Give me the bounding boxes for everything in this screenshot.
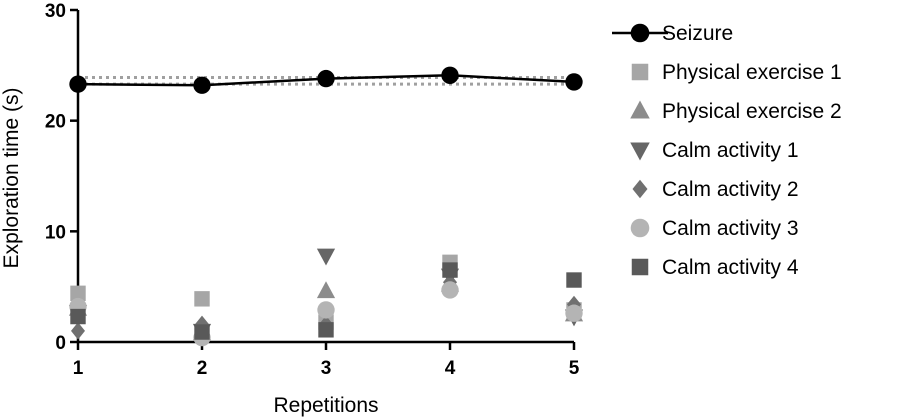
x-axis-title: Repetitions — [273, 394, 378, 417]
legend-item: Calm activity 1 — [630, 139, 799, 162]
data-point — [316, 248, 336, 266]
legend-label: Calm activity 3 — [662, 217, 799, 240]
x-tick-label: 5 — [569, 358, 580, 379]
x-tick-label: 2 — [197, 358, 208, 379]
legend-label: Physical exercise 2 — [662, 100, 842, 123]
data-point — [194, 291, 210, 307]
data-point — [441, 281, 459, 299]
data-point — [193, 76, 211, 94]
data-point — [566, 272, 582, 288]
data-point — [567, 295, 581, 314]
data-point — [70, 285, 86, 302]
legend: Seizure Physical exercise 1 Physical exerc… — [612, 22, 842, 279]
series-calm-activity-4 — [70, 262, 582, 340]
legend-label: Seizure — [662, 22, 733, 45]
data-point — [316, 281, 336, 299]
legend-label: Calm activity 2 — [662, 178, 799, 201]
data-point — [194, 324, 210, 340]
data-point — [565, 73, 583, 91]
series-seizure — [69, 66, 583, 94]
data-point — [317, 69, 335, 88]
y-tick-label: 10 — [45, 222, 66, 243]
x-tick-label: 4 — [445, 358, 456, 379]
legend-item: Physical exercise 2 — [630, 100, 842, 123]
legend-marker — [631, 63, 649, 81]
legend-label: Calm activity 4 — [662, 256, 799, 279]
x-tick-label: 1 — [73, 358, 84, 379]
x-tick-label: 3 — [321, 358, 332, 379]
legend-item: Calm activity 2 — [632, 178, 799, 201]
data-point — [442, 262, 458, 278]
y-tick-label: 30 — [45, 1, 66, 22]
data-point — [70, 308, 86, 325]
legend-marker — [630, 23, 650, 43]
data-marks — [68, 66, 584, 347]
legend-item: Calm activity 4 — [631, 256, 799, 279]
data-point — [71, 322, 85, 340]
data-point — [69, 75, 87, 93]
legend-item: Calm activity 3 — [630, 217, 799, 240]
axes: 0 10 20 30 1 2 3 4 5 — [45, 1, 580, 379]
legend-marker — [630, 218, 650, 238]
legend-marker — [630, 142, 650, 161]
legend-item: Seizure — [612, 22, 733, 45]
data-point — [565, 304, 583, 322]
legend-label: Calm activity 1 — [662, 139, 799, 162]
legend-item: Physical exercise 1 — [631, 61, 842, 84]
y-tick-label: 0 — [55, 333, 66, 354]
data-point — [318, 322, 334, 338]
y-tick-label: 20 — [45, 112, 66, 133]
legend-marker — [632, 179, 648, 199]
legend-marker — [631, 258, 649, 276]
legend-label: Physical exercise 1 — [662, 61, 842, 84]
legend-marker — [630, 100, 650, 119]
data-point — [441, 66, 459, 84]
y-axis-title: Exploration time (s) — [0, 88, 23, 269]
data-point — [317, 301, 335, 319]
series-calm-activity-2 — [71, 273, 581, 340]
